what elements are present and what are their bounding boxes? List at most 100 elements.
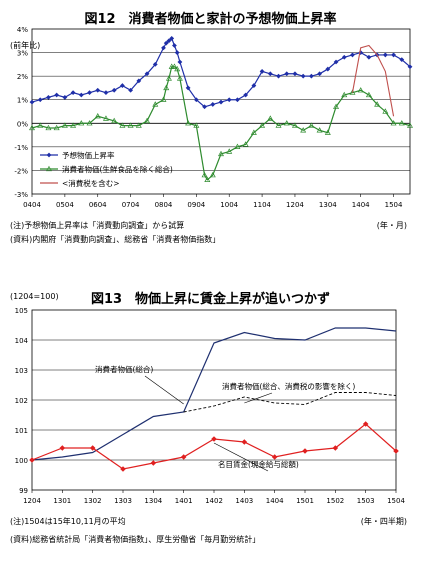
y-tick-label-12: -2% xyxy=(14,167,28,175)
x-tick-label-13: 1402 xyxy=(205,497,223,505)
legend-label-12: 消費者物価(生鮮食品を除く総合) xyxy=(62,164,173,174)
y-tick-label-12: 0% xyxy=(17,120,28,128)
data-point-12 xyxy=(78,120,85,126)
data-point-12 xyxy=(341,91,348,98)
data-point-12 xyxy=(398,120,405,126)
data-point-12 xyxy=(275,122,282,128)
data-point-12 xyxy=(119,83,125,88)
data-point-12 xyxy=(61,122,68,128)
data-point-13 xyxy=(29,457,35,463)
data-point-12 xyxy=(350,52,355,58)
data-point-12 xyxy=(382,108,389,114)
y-tick-label-13: 101 xyxy=(15,427,28,435)
data-point-12 xyxy=(399,57,405,63)
data-point-12 xyxy=(86,120,93,126)
data-point-12 xyxy=(95,87,101,93)
x-tick-label-13: 1303 xyxy=(114,497,132,505)
data-point-12 xyxy=(226,148,233,154)
data-point-12 xyxy=(382,52,388,58)
data-point-12 xyxy=(407,64,413,70)
y-axis-label-12: (前年比) xyxy=(10,41,41,50)
x-tick-label-13: 1301 xyxy=(53,497,71,505)
series-line-12-0 xyxy=(31,37,411,108)
data-point-13 xyxy=(211,436,217,442)
data-point-12 xyxy=(250,129,257,135)
data-point-12 xyxy=(341,54,347,60)
data-point-12 xyxy=(259,69,265,74)
x-tick-label-12: 0704 xyxy=(122,201,140,209)
x-tick-label-13: 1502 xyxy=(326,497,344,505)
series-line-12-1 xyxy=(31,66,411,181)
x-tick-label-13: 1504 xyxy=(387,497,405,505)
data-point-12 xyxy=(374,101,381,107)
data-point-13 xyxy=(332,445,339,451)
data-point-12 xyxy=(136,78,142,84)
y-tick-label-12: -1% xyxy=(14,144,28,152)
data-point-12 xyxy=(172,43,177,48)
data-point-12 xyxy=(128,87,134,93)
source-12: (資料)内閣府「消費動向調査」、総務省「消費者物価指数」 xyxy=(10,235,221,244)
data-point-12 xyxy=(45,124,52,131)
chart-title-13: 図13 物価上昇に賃金上昇が追いつかず xyxy=(90,292,331,307)
annotation-leader-13 xyxy=(244,392,273,404)
y-tick-label-13: 104 xyxy=(15,337,29,345)
data-point-12 xyxy=(37,97,43,103)
x-tick-label-12: 1104 xyxy=(253,201,271,209)
figure-12: 図12 消費者物価と家計の予想物価上昇率 (前年比) -3% -2% -1% 0% 1%… xyxy=(0,0,421,262)
data-point-12 xyxy=(267,71,273,77)
series-label-13: 消費者物価(総合) xyxy=(95,364,153,374)
data-point-12 xyxy=(119,122,126,128)
data-point-12 xyxy=(202,104,207,110)
data-point-12 xyxy=(218,150,224,157)
data-point-12 xyxy=(284,71,290,77)
legend-marker-12 xyxy=(46,165,52,172)
note-12-1: (注)予想物価上昇率は「消費動向調査」から試算 xyxy=(10,221,185,230)
data-point-13 xyxy=(302,448,308,454)
data-point-12 xyxy=(103,90,109,96)
data-point-13 xyxy=(271,454,278,460)
data-point-12 xyxy=(390,120,397,126)
data-point-12 xyxy=(267,115,274,121)
data-point-12 xyxy=(144,71,150,77)
data-point-12 xyxy=(193,97,199,103)
x-tick-label-13: 1204 xyxy=(23,497,41,505)
note-13-1: (注)1504は15年10,11月の平均 xyxy=(10,517,126,526)
data-point-12 xyxy=(102,115,109,121)
x-tick-label-12: 0804 xyxy=(155,201,173,209)
y-tick-label-13: 103 xyxy=(15,367,28,375)
data-point-12 xyxy=(46,94,51,100)
data-point-13 xyxy=(150,460,157,466)
x-tick-label-13: 1401 xyxy=(175,497,193,505)
plot-frame-12 xyxy=(31,28,411,195)
y-tick-label-12: 1% xyxy=(17,97,28,105)
y-tick-label-12: 3% xyxy=(17,50,28,58)
data-point-12 xyxy=(160,96,167,102)
x-tick-label-13: 1404 xyxy=(266,497,284,505)
y-tick-label-13: 99 xyxy=(19,487,28,495)
data-point-12 xyxy=(291,122,298,128)
data-point-12 xyxy=(242,141,249,147)
data-point-12 xyxy=(193,122,200,128)
data-point-12 xyxy=(166,38,172,44)
data-point-12 xyxy=(144,117,151,124)
y-tick-label-13: 105 xyxy=(15,307,28,315)
x-tick-label-12: 1304 xyxy=(319,201,337,209)
y-tick-label-12: 4% xyxy=(17,26,28,34)
series-label-13: 消費者物価(総合、消費税の影響を除く) xyxy=(222,381,355,391)
data-point-12 xyxy=(87,90,92,96)
data-point-12 xyxy=(152,101,159,107)
x-axis-label-13: (年・四半期) xyxy=(360,517,407,526)
data-point-13 xyxy=(362,421,369,427)
data-point-12 xyxy=(174,65,181,72)
data-point-12 xyxy=(70,90,76,96)
data-point-12 xyxy=(251,83,257,88)
data-point-13 xyxy=(241,439,248,445)
data-point-12 xyxy=(169,36,175,41)
data-point-12 xyxy=(407,122,413,128)
data-point-12 xyxy=(292,71,298,77)
x-tick-label-12: 0404 xyxy=(23,201,41,209)
data-point-12 xyxy=(324,129,331,135)
y-tick-label-13: 102 xyxy=(15,397,28,405)
data-point-12 xyxy=(37,122,44,128)
annotation-leader-13 xyxy=(144,375,184,405)
